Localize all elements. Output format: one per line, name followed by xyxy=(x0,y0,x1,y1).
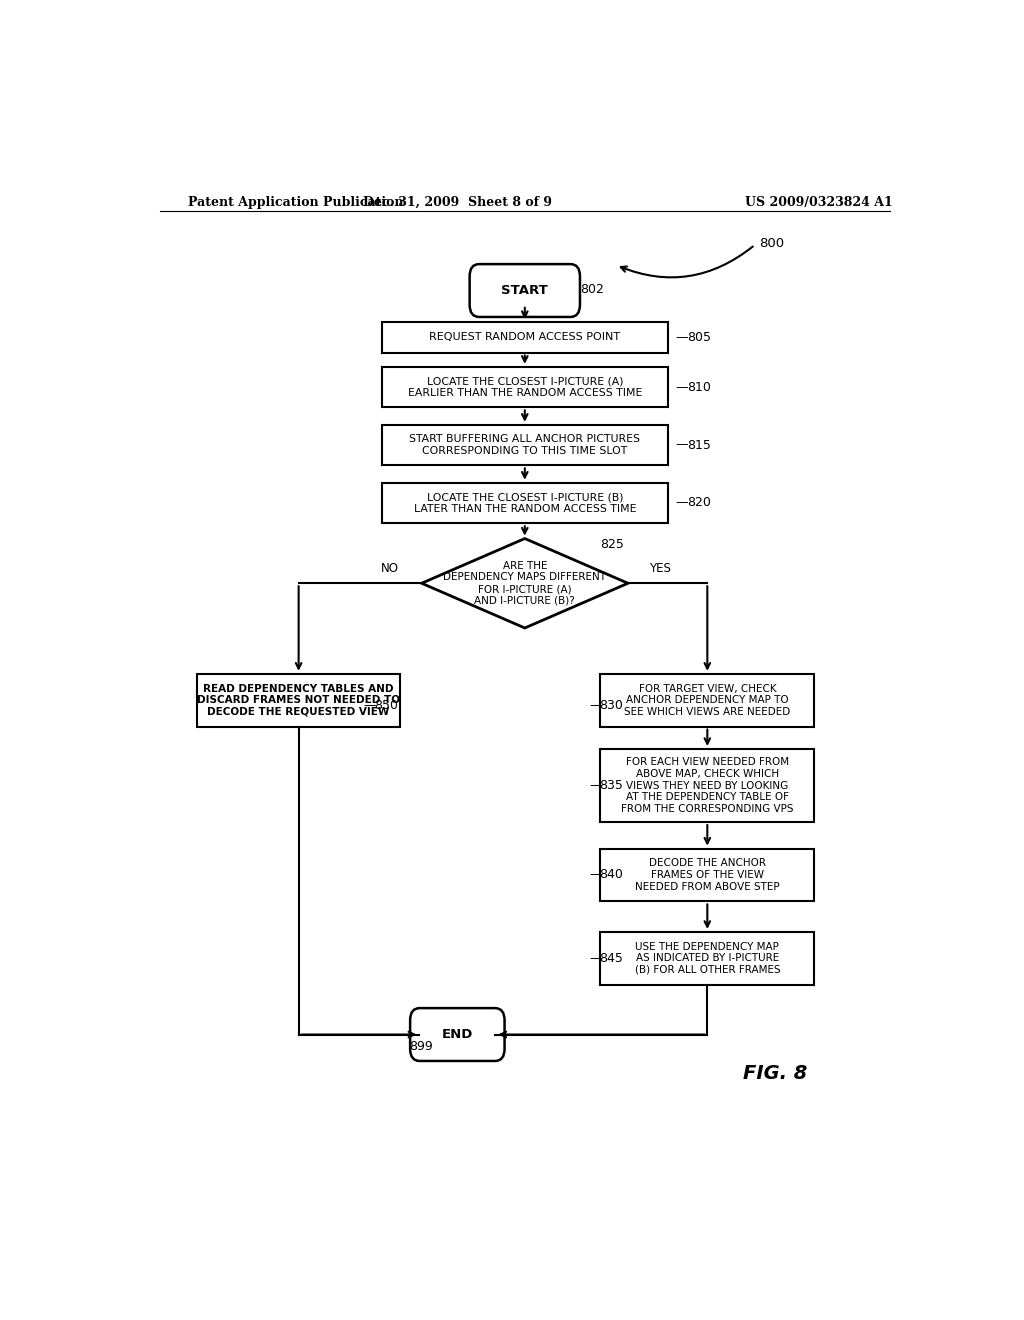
Text: 805: 805 xyxy=(687,331,711,343)
Text: FOR TARGET VIEW, CHECK
ANCHOR DEPENDENCY MAP TO
SEE WHICH VIEWS ARE NEEDED: FOR TARGET VIEW, CHECK ANCHOR DEPENDENCY… xyxy=(625,684,791,717)
FancyBboxPatch shape xyxy=(382,322,668,352)
Text: READ DEPENDENCY TABLES AND
DISCARD FRAMES NOT NEEDED TO
DECODE THE REQUESTED VIE: READ DEPENDENCY TABLES AND DISCARD FRAME… xyxy=(198,684,400,717)
FancyBboxPatch shape xyxy=(600,849,814,902)
FancyBboxPatch shape xyxy=(600,932,814,985)
Text: LOCATE THE CLOSEST I-PICTURE (B)
LATER THAN THE RANDOM ACCESS TIME: LOCATE THE CLOSEST I-PICTURE (B) LATER T… xyxy=(414,492,636,513)
FancyBboxPatch shape xyxy=(382,367,668,408)
Text: YES: YES xyxy=(649,562,671,576)
Text: Dec. 31, 2009  Sheet 8 of 9: Dec. 31, 2009 Sheet 8 of 9 xyxy=(362,195,552,209)
Text: END: END xyxy=(441,1028,473,1041)
Text: 820: 820 xyxy=(687,496,711,510)
Text: —: — xyxy=(676,438,688,451)
Text: 830: 830 xyxy=(599,698,624,711)
FancyBboxPatch shape xyxy=(600,748,814,822)
Text: NO: NO xyxy=(381,562,399,576)
Text: —: — xyxy=(590,952,602,965)
FancyBboxPatch shape xyxy=(600,673,814,726)
Polygon shape xyxy=(422,539,628,628)
FancyBboxPatch shape xyxy=(382,483,668,523)
FancyBboxPatch shape xyxy=(411,1008,505,1061)
Text: 899: 899 xyxy=(409,1040,433,1053)
Text: —: — xyxy=(676,380,688,393)
Text: 815: 815 xyxy=(687,438,711,451)
Text: —: — xyxy=(676,496,688,510)
Text: —: — xyxy=(364,698,376,711)
Text: FIG. 8: FIG. 8 xyxy=(742,1064,807,1082)
Text: LOCATE THE CLOSEST I-PICTURE (A)
EARLIER THAN THE RANDOM ACCESS TIME: LOCATE THE CLOSEST I-PICTURE (A) EARLIER… xyxy=(408,376,642,397)
Text: ARE THE
DEPENDENCY MAPS DIFFERENT
FOR I-PICTURE (A)
AND I-PICTURE (B)?: ARE THE DEPENDENCY MAPS DIFFERENT FOR I-… xyxy=(443,561,606,606)
FancyBboxPatch shape xyxy=(470,264,580,317)
Text: 850: 850 xyxy=(374,698,398,711)
Text: 802: 802 xyxy=(581,282,604,296)
Text: 845: 845 xyxy=(599,952,624,965)
Text: REQUEST RANDOM ACCESS POINT: REQUEST RANDOM ACCESS POINT xyxy=(429,333,621,342)
Text: —: — xyxy=(676,331,688,343)
Text: 825: 825 xyxy=(600,539,624,552)
Text: FOR EACH VIEW NEEDED FROM
ABOVE MAP, CHECK WHICH
VIEWS THEY NEED BY LOOKING
AT T: FOR EACH VIEW NEEDED FROM ABOVE MAP, CHE… xyxy=(622,758,794,813)
Text: DECODE THE ANCHOR
FRAMES OF THE VIEW
NEEDED FROM ABOVE STEP: DECODE THE ANCHOR FRAMES OF THE VIEW NEE… xyxy=(635,858,779,891)
Text: 840: 840 xyxy=(599,869,624,882)
Text: 800: 800 xyxy=(759,238,784,251)
Text: USE THE DEPENDENCY MAP
AS INDICATED BY I-PICTURE
(B) FOR ALL OTHER FRAMES: USE THE DEPENDENCY MAP AS INDICATED BY I… xyxy=(635,941,780,975)
Text: Patent Application Publication: Patent Application Publication xyxy=(187,195,403,209)
Text: —: — xyxy=(590,698,602,711)
FancyBboxPatch shape xyxy=(198,673,399,726)
Text: START: START xyxy=(502,284,548,297)
Text: —: — xyxy=(590,869,602,882)
FancyBboxPatch shape xyxy=(382,425,668,466)
Text: —: — xyxy=(590,779,602,792)
Text: 835: 835 xyxy=(599,779,624,792)
Text: US 2009/0323824 A1: US 2009/0323824 A1 xyxy=(744,195,892,209)
Text: 810: 810 xyxy=(687,380,711,393)
Text: START BUFFERING ALL ANCHOR PICTURES
CORRESPONDING TO THIS TIME SLOT: START BUFFERING ALL ANCHOR PICTURES CORR… xyxy=(410,434,640,455)
